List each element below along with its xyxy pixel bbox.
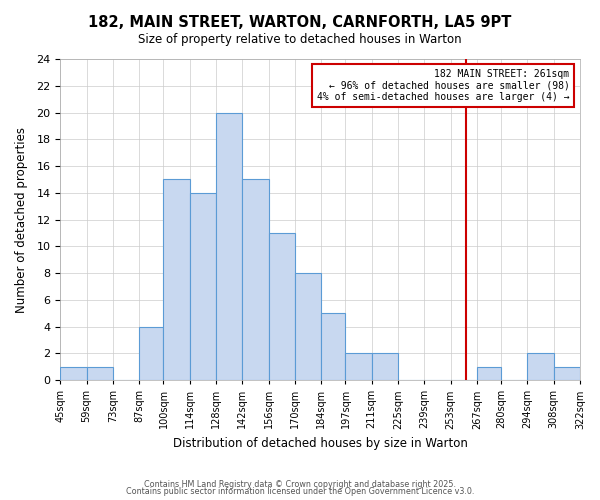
Text: 182, MAIN STREET, WARTON, CARNFORTH, LA5 9PT: 182, MAIN STREET, WARTON, CARNFORTH, LA5… bbox=[88, 15, 512, 30]
Text: Contains HM Land Registry data © Crown copyright and database right 2025.: Contains HM Land Registry data © Crown c… bbox=[144, 480, 456, 489]
Bar bbox=[163, 180, 190, 380]
Text: Contains public sector information licensed under the Open Government Licence v3: Contains public sector information licen… bbox=[126, 487, 474, 496]
Bar bbox=[346, 354, 372, 380]
Bar bbox=[527, 354, 554, 380]
X-axis label: Distribution of detached houses by size in Warton: Distribution of detached houses by size … bbox=[173, 437, 467, 450]
Bar bbox=[242, 180, 269, 380]
Bar bbox=[269, 233, 295, 380]
Bar bbox=[554, 367, 580, 380]
Bar bbox=[139, 326, 163, 380]
Text: 182 MAIN STREET: 261sqm
← 96% of detached houses are smaller (98)
4% of semi-det: 182 MAIN STREET: 261sqm ← 96% of detache… bbox=[317, 68, 569, 102]
Y-axis label: Number of detached properties: Number of detached properties bbox=[15, 126, 28, 312]
Bar bbox=[216, 112, 242, 380]
Bar bbox=[372, 354, 398, 380]
Bar bbox=[321, 313, 346, 380]
Bar bbox=[295, 273, 321, 380]
Bar bbox=[477, 367, 501, 380]
Text: Size of property relative to detached houses in Warton: Size of property relative to detached ho… bbox=[138, 32, 462, 46]
Bar bbox=[61, 367, 86, 380]
Bar bbox=[190, 193, 216, 380]
Bar bbox=[86, 367, 113, 380]
